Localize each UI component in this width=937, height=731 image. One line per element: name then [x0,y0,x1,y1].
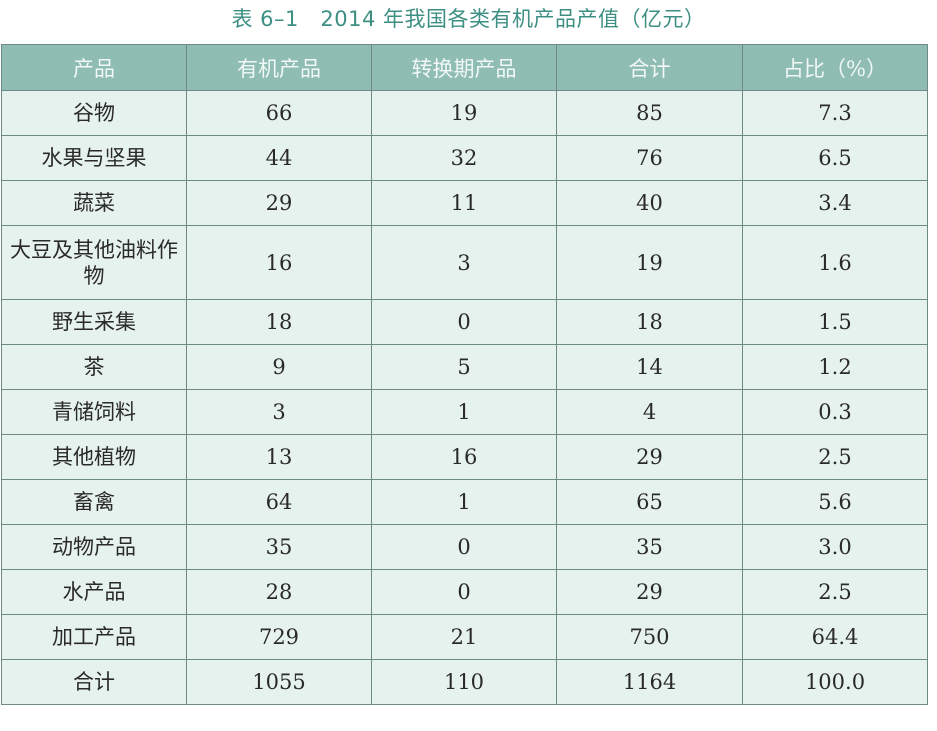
share-cell: 0.3 [742,389,928,435]
table-row: 茶 9 5 14 1.2 [1,344,928,390]
total-cell: 40 [556,180,743,226]
organic-cell: 29 [186,180,372,226]
share-cell: 1.5 [742,299,928,345]
share-cell: 3.4 [742,180,928,226]
organic-cell: 64 [186,479,372,525]
table-row: 动物产品 35 0 35 3.0 [1,524,928,570]
product-cell: 畜禽 [1,479,187,525]
organic-cell: 9 [186,344,372,390]
table-row-total: 合计 1055 110 1164 100.0 [1,659,928,705]
table-row: 加工产品 729 21 750 64.4 [1,614,928,660]
table-row: 谷物 66 19 85 7.3 [1,90,928,136]
total-cell: 35 [556,524,743,570]
share-cell: 2.5 [742,569,928,615]
organic-cell: 35 [186,524,372,570]
conversion-cell: 1 [371,479,557,525]
total-cell: 29 [556,434,743,480]
conversion-cell: 21 [371,614,557,660]
table-row: 蔬菜 29 11 40 3.4 [1,180,928,226]
conversion-cell: 0 [371,569,557,615]
header-product: 产品 [1,44,187,91]
total-cell: 29 [556,569,743,615]
organic-cell: 3 [186,389,372,435]
organic-products-table: 产品 有机产品 转换期产品 合计 占比（%） 谷物 66 19 85 7.3 水… [1,44,928,705]
conversion-cell: 11 [371,180,557,226]
table-caption: 表 6–1 2014 年我国各类有机产品产值（亿元） [231,7,706,31]
conversion-cell: 0 [371,524,557,570]
table-row: 大豆及其他油料作物 16 3 19 1.6 [1,225,928,300]
total-cell: 750 [556,614,743,660]
conversion-cell: 16 [371,434,557,480]
table-header-row: 产品 有机产品 转换期产品 合计 占比（%） [1,44,928,91]
product-cell: 大豆及其他油料作物 [1,225,187,300]
conversion-cell: 110 [371,659,557,705]
organic-cell: 1055 [186,659,372,705]
total-cell: 1164 [556,659,743,705]
organic-cell: 66 [186,90,372,136]
product-cell: 其他植物 [1,434,187,480]
table-row: 水果与坚果 44 32 76 6.5 [1,135,928,181]
total-cell: 76 [556,135,743,181]
table-row: 青储饲料 3 1 4 0.3 [1,389,928,435]
organic-cell: 16 [186,225,372,300]
organic-cell: 729 [186,614,372,660]
conversion-cell: 0 [371,299,557,345]
total-cell: 14 [556,344,743,390]
product-cell: 野生采集 [1,299,187,345]
organic-cell: 13 [186,434,372,480]
table-row: 其他植物 13 16 29 2.5 [1,434,928,480]
product-cell: 蔬菜 [1,180,187,226]
conversion-cell: 32 [371,135,557,181]
header-share: 占比（%） [742,44,928,91]
share-cell: 64.4 [742,614,928,660]
product-cell: 动物产品 [1,524,187,570]
share-cell: 5.6 [742,479,928,525]
table-row: 畜禽 64 1 65 5.6 [1,479,928,525]
header-conversion: 转换期产品 [371,44,557,91]
product-cell: 青储饲料 [1,389,187,435]
product-cell: 水产品 [1,569,187,615]
header-total: 合计 [556,44,743,91]
share-cell: 7.3 [742,90,928,136]
total-cell: 65 [556,479,743,525]
product-cell: 茶 [1,344,187,390]
total-cell: 19 [556,225,743,300]
conversion-cell: 19 [371,90,557,136]
header-organic: 有机产品 [186,44,372,91]
conversion-cell: 5 [371,344,557,390]
organic-cell: 28 [186,569,372,615]
product-cell: 水果与坚果 [1,135,187,181]
organic-cell: 18 [186,299,372,345]
share-cell: 6.5 [742,135,928,181]
share-cell: 1.2 [742,344,928,390]
product-cell: 谷物 [1,90,187,136]
total-cell: 18 [556,299,743,345]
total-cell: 85 [556,90,743,136]
conversion-cell: 3 [371,225,557,300]
share-cell: 3.0 [742,524,928,570]
total-cell: 4 [556,389,743,435]
table-row: 水产品 28 0 29 2.5 [1,569,928,615]
share-cell: 100.0 [742,659,928,705]
organic-cell: 44 [186,135,372,181]
share-cell: 1.6 [742,225,928,300]
table-row: 野生采集 18 0 18 1.5 [1,299,928,345]
conversion-cell: 1 [371,389,557,435]
product-cell: 加工产品 [1,614,187,660]
product-cell: 合计 [1,659,187,705]
share-cell: 2.5 [742,434,928,480]
